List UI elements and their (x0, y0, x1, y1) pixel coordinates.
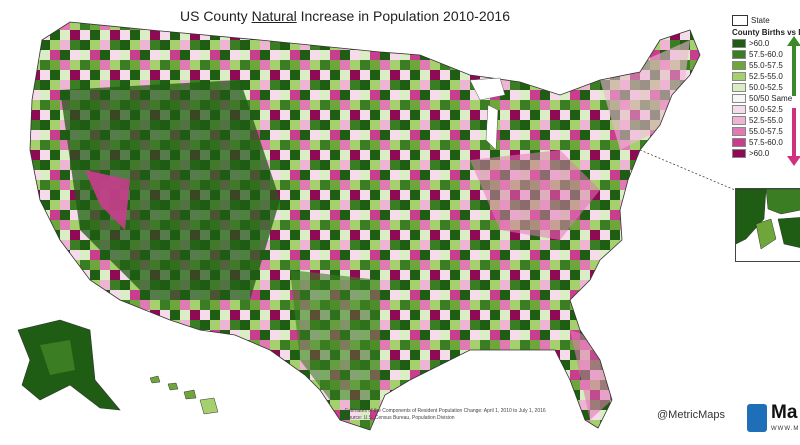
legend-item-label: 57.5-60.0 (749, 138, 783, 147)
legend-swatch (732, 39, 746, 48)
legend-heading: County Births vs Deaths (732, 28, 800, 37)
legend-swatch (732, 116, 746, 125)
legend-item: >60.0 (732, 148, 800, 159)
lake-michigan (485, 104, 499, 151)
contiguous-us (30, 22, 700, 430)
legend-items: >60.0 57.5-60.0 55.0-57.5 52.5-55.0 50.0-52.… (732, 38, 800, 159)
map-legend: State County Births vs Deaths >60.0 57.5-… (732, 14, 800, 159)
legend-item: 55.0-57.5 (732, 60, 800, 71)
legend-item-label: 55.0-57.5 (749, 127, 783, 136)
credit-handle: @MetricMaps (657, 409, 726, 421)
legend-item: 52.5-55.0 (732, 115, 800, 126)
legend-swatch (732, 61, 746, 70)
legend-arrows (787, 36, 800, 166)
metricmaps-logo: Ma WWW.M (747, 402, 800, 442)
legend-item: 57.5-60.0 (732, 49, 800, 60)
logo-text: Ma (771, 402, 798, 423)
legend-item: 50.0-52.5 (732, 82, 800, 93)
legend-swatch (732, 127, 746, 136)
us-outline (29, 21, 701, 431)
arrow-down-icon (787, 108, 800, 166)
legend-item-label: 50.0-52.5 (749, 105, 783, 114)
map-title: US County Natural Increase in Population… (179, 8, 510, 24)
hawaii (149, 375, 219, 415)
legend-item-label: 50.0-52.5 (749, 83, 783, 92)
alaska (17, 319, 121, 411)
legend-item-label: >60.0 (749, 39, 770, 48)
state-swatch (732, 14, 748, 26)
legend-swatch (732, 138, 746, 147)
logo-mark-icon (747, 404, 767, 432)
legend-item: 57.5-60.0 (732, 137, 800, 148)
inset-pointer-line (639, 149, 736, 191)
legend-item-label: 55.0-57.5 (749, 61, 783, 70)
state-label: State (751, 15, 770, 25)
legend-item: 50/50 Same (732, 93, 800, 104)
legend-state-entry: State (732, 14, 800, 26)
legend-swatch (732, 105, 746, 114)
legend-swatch (732, 149, 746, 158)
legend-swatch (732, 83, 746, 92)
legend-item-label: 57.5-60.0 (749, 50, 783, 59)
legend-item: >60.0 (732, 38, 800, 49)
legend-item: 52.5-55.0 (732, 71, 800, 82)
legend-item-label: 50/50 Same (749, 94, 793, 103)
legend-item-label: 52.5-55.0 (749, 116, 783, 125)
data-source-note: Estimates of the Components of Resident … (345, 408, 546, 421)
legend-swatch (732, 50, 746, 59)
legend-item: 50.0-52.5 (732, 104, 800, 115)
nyc-inset-map (735, 188, 800, 262)
legend-item-label: >60.0 (749, 149, 770, 158)
legend-item-label: 52.5-55.0 (749, 72, 783, 81)
arrow-up-icon (787, 36, 800, 96)
legend-swatch (732, 94, 746, 103)
legend-item: 55.0-57.5 (732, 126, 800, 137)
lake-superior (469, 77, 506, 101)
logo-url: WWW.M (771, 426, 800, 432)
legend-swatch (732, 72, 746, 81)
